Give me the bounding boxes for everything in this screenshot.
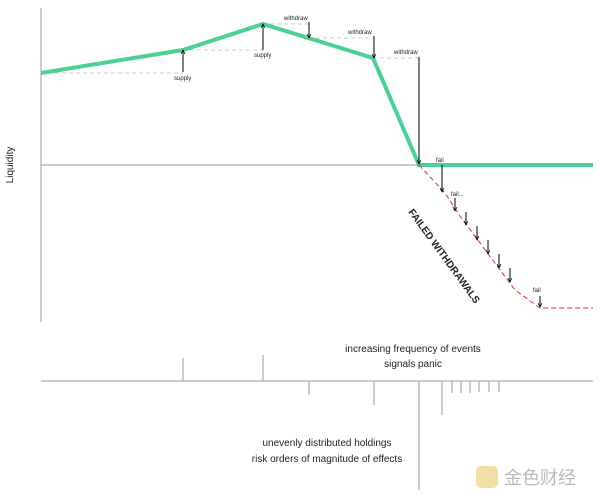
event-label: supply bbox=[254, 53, 271, 59]
arrows bbox=[183, 22, 540, 307]
event-label: fail bbox=[436, 158, 444, 164]
failed-label: FAILED WITHDRAWALS bbox=[406, 207, 482, 306]
event-label: withdraw bbox=[393, 50, 418, 56]
event-label: withdraw bbox=[283, 16, 308, 22]
failed-line bbox=[418, 164, 593, 309]
event-label: fail bbox=[533, 288, 541, 294]
note: unevenly distributed holdings bbox=[263, 438, 392, 449]
axis-label: Liquidity bbox=[5, 147, 16, 184]
event-label: supply bbox=[174, 76, 191, 82]
liquidity-line bbox=[40, 21, 593, 167]
watermark: 金色财经 bbox=[504, 468, 576, 488]
watermark-logo bbox=[476, 466, 498, 488]
note: signals panic bbox=[384, 359, 442, 370]
guides bbox=[41, 23, 419, 74]
event-label: fail... bbox=[451, 192, 464, 198]
event-label: withdraw bbox=[347, 30, 372, 36]
note: increasing frequency of events bbox=[345, 344, 481, 355]
note: risk orders of magnitude of effects bbox=[252, 454, 402, 465]
event-ticks bbox=[182, 355, 500, 490]
